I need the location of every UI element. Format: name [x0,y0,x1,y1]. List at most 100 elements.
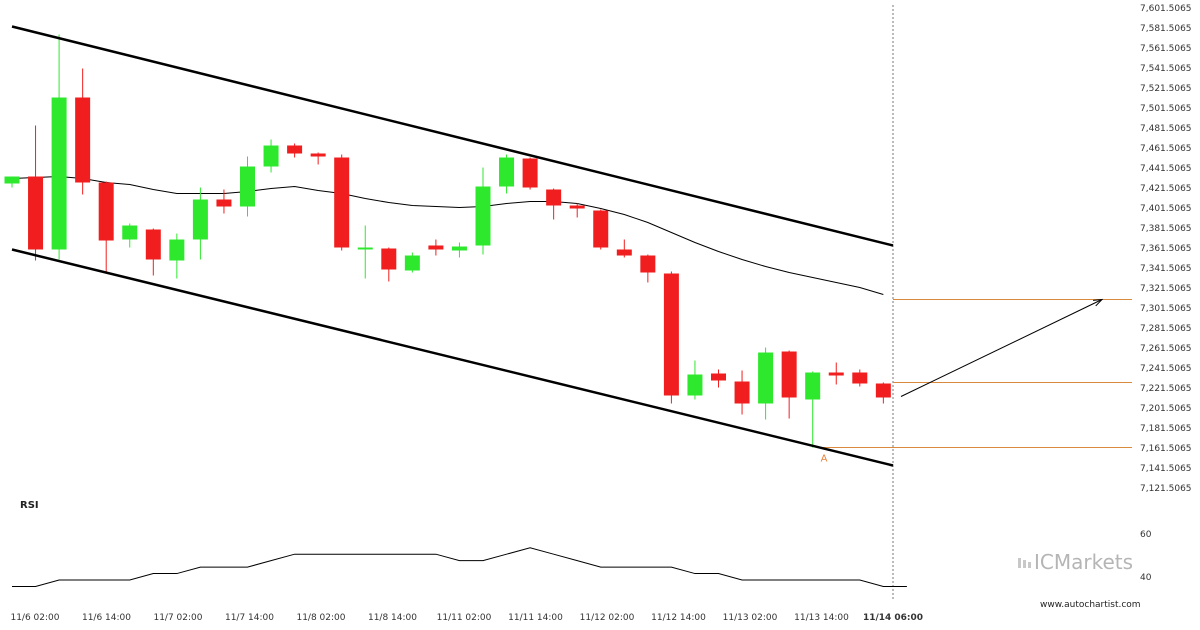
candle [828,362,844,385]
y-tick-label: 7,601.5065 [1140,4,1192,14]
candle-body [192,199,208,240]
projection-arrow-line [900,299,1103,397]
x-tick-label: 11/6 14:00 [82,613,131,623]
y-tick-label: 7,121.5065 [1140,484,1192,494]
candle [522,157,538,190]
candle-body [475,186,491,246]
candle-body [663,273,679,396]
candle-body [499,157,515,187]
x-tick-label: 11/8 14:00 [368,613,417,623]
candle [475,167,491,255]
candle-body [593,210,609,248]
candle [122,223,138,248]
candle-body [428,245,444,250]
candle-body [875,383,891,398]
candle [852,369,868,387]
watermark-url: www.autochartist.com [1040,600,1141,610]
candle-body [569,205,585,209]
x-tick-label: 11/6 02:00 [10,613,59,623]
candle [75,68,91,195]
candle [334,154,350,251]
candle [357,225,373,279]
candle-body [381,248,397,270]
candle-body [240,166,255,207]
x-tick-label: 11/7 02:00 [153,613,202,623]
x-tick-label: 11/11 02:00 [437,613,492,623]
channel-upper-line [11,25,894,247]
candle [593,209,609,250]
brand-text: ICMarkets [1034,550,1133,574]
candle-body [4,176,20,184]
logo-bar-icon [1028,562,1031,568]
candle [546,188,562,220]
candle [287,143,303,158]
logo-bar-icon [1018,558,1021,568]
candle-body [169,239,185,261]
candle-body [734,381,750,404]
rsi-line [12,547,907,587]
candle-body [616,249,632,256]
x-tick-label: 11/12 02:00 [580,613,635,623]
rsi-panel-label: RSI [20,500,39,511]
y-tick-label: 7,241.5065 [1140,364,1192,374]
y-tick-label: 7,521.5065 [1140,84,1192,94]
candle-body [828,372,844,376]
candle [4,176,20,188]
y-tick-label: 7,141.5065 [1140,464,1192,474]
candle [663,271,679,404]
candle [145,228,161,276]
candle-body [287,145,303,154]
chart-background-layer: 7,601.5065 7,581.5065 7,561.5065 7,541.5065… [10,4,1191,623]
candle-body [451,246,467,251]
y-tick-label: 7,581.5065 [1140,24,1192,34]
y-tick-label: 7,321.5065 [1140,284,1192,294]
candle-body [546,189,562,206]
candle-body [263,145,279,167]
candle [28,125,44,261]
candle-body [711,373,726,381]
rsi-tick-40: 40 [1140,573,1152,583]
candle [428,239,444,256]
candle-body [98,182,114,241]
candle-body [122,225,138,240]
candle [711,369,726,388]
candle [805,371,821,448]
candle [216,189,232,214]
rsi-tick-60: 60 [1140,530,1152,540]
candle-body [357,247,373,250]
candle-body [758,352,774,404]
y-tick-label: 7,221.5065 [1140,384,1192,394]
candle-body [852,372,868,384]
candle-body [805,372,821,400]
candle [640,254,656,283]
candle [758,347,774,420]
price-panel [4,34,891,448]
y-tick-label: 7,261.5065 [1140,344,1192,354]
overlay-layer: A [11,25,1104,587]
x-tick-label: 11/11 14:00 [508,613,563,623]
candle-body [75,97,91,183]
candle-body [522,158,538,188]
candle [240,156,255,217]
x-tick-label: 11/13 14:00 [794,613,849,623]
x-tick-label: 11/7 14:00 [225,613,274,623]
y-tick-label: 7,401.5065 [1140,204,1192,214]
candle [875,382,891,404]
candle-body [687,374,703,396]
candle-body [28,176,44,250]
candle-body [781,351,797,398]
x-tick-label: 11/8 02:00 [296,613,345,623]
candle-body [216,199,232,207]
candle [51,34,67,260]
y-tick-label: 7,501.5065 [1140,104,1192,114]
x-tick-label: 11/13 02:00 [723,613,778,623]
y-tick-label: 7,421.5065 [1140,184,1192,194]
x-tick-label: 11/12 14:00 [651,613,706,623]
y-tick-label: 7,561.5065 [1140,44,1192,54]
y-tick-label: 7,301.5065 [1140,304,1192,314]
y-tick-label: 7,361.5065 [1140,244,1192,254]
candle [98,181,114,272]
projection-arrow-head-icon [1092,298,1104,307]
candle [499,154,515,194]
y-tick-label: 7,281.5065 [1140,324,1192,334]
